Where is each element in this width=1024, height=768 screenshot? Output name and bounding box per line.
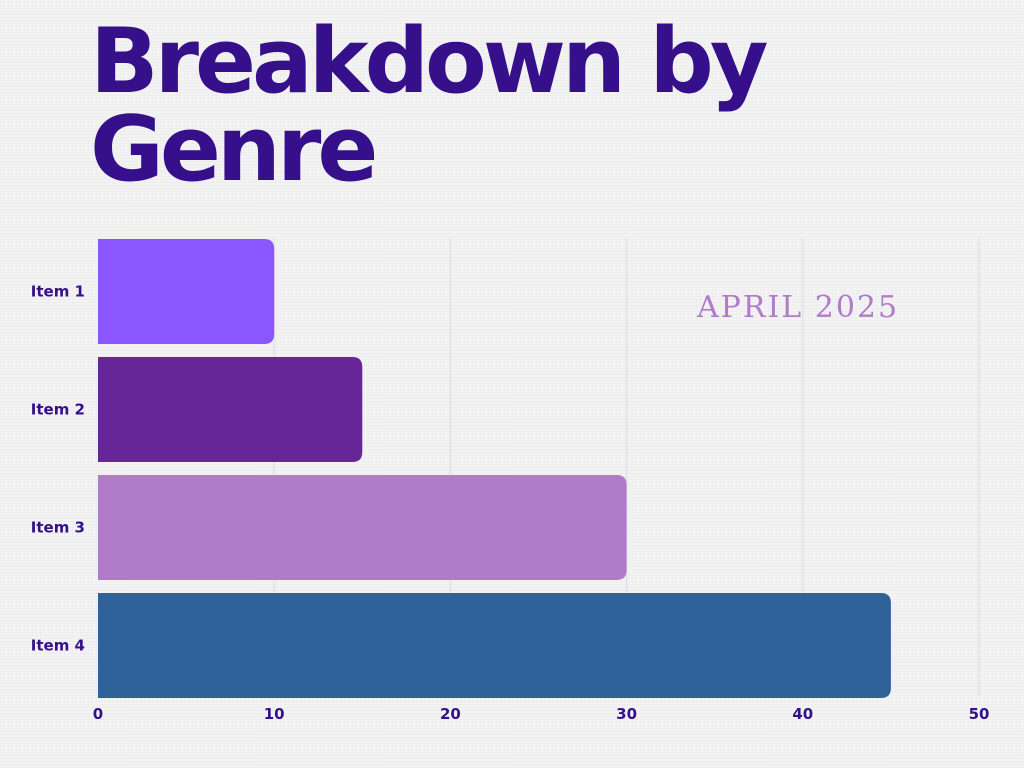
x-tick-label: 10 <box>264 705 285 723</box>
x-tick-labels: 0 10 20 30 40 50 <box>93 705 990 723</box>
x-tick-label: 0 <box>93 705 103 723</box>
category-label: Item 1 <box>31 283 85 301</box>
chart-title: Breakdown by Genre <box>90 9 769 202</box>
category-label: Item 4 <box>31 637 85 655</box>
x-tick-label: 30 <box>616 705 637 723</box>
bar-item-2 <box>98 357 363 462</box>
bars <box>98 239 891 698</box>
bar-item-4 <box>98 593 891 698</box>
bar-item-3 <box>98 475 627 580</box>
category-label: Item 2 <box>31 401 85 419</box>
category-label: Item 3 <box>31 519 85 537</box>
x-tick-label: 20 <box>440 705 461 723</box>
bar-item-1 <box>98 239 275 344</box>
chart-subtitle: APRIL 2025 <box>697 290 900 325</box>
category-labels: Item 1 Item 2 Item 3 Item 4 <box>31 283 85 655</box>
x-tick-label: 50 <box>969 705 990 723</box>
x-tick-label: 40 <box>792 705 813 723</box>
